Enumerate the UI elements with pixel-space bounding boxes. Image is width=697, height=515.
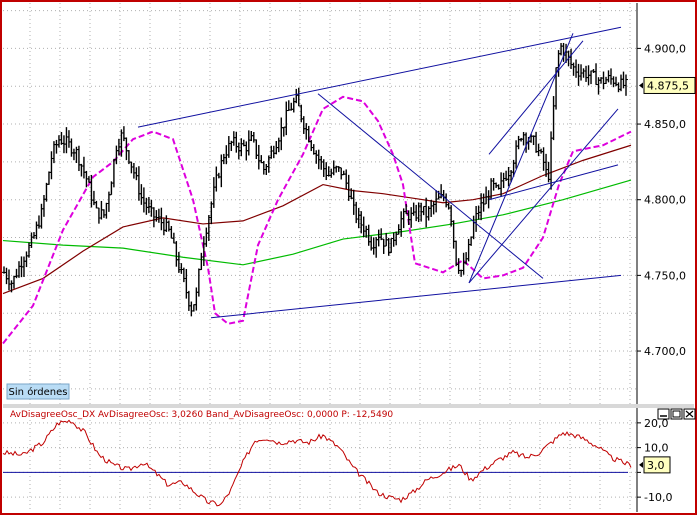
trendline[interactable] [488, 40, 584, 155]
panel-maximize-button[interactable] [670, 408, 683, 420]
moving-average-line [2, 179, 632, 266]
osc-axis-ticks: -10,0 10,0 20,0 [637, 417, 672, 504]
price-trendlines [137, 26, 622, 319]
price-tick-label: 4.750,0 [644, 269, 686, 282]
osc-plot-area [3, 408, 637, 512]
trendline[interactable] [468, 33, 574, 284]
price-axis-ticks: 4.700,0 4.750,0 4.800,0 4.850,0 4.900,0 [637, 42, 686, 358]
panel-close-button[interactable] [683, 408, 696, 420]
trendline[interactable] [137, 26, 622, 128]
price-last-arrow [639, 82, 643, 89]
price-last-box [643, 76, 696, 94]
panel-minimize-button[interactable] [657, 408, 670, 420]
price-bars [2, 42, 628, 317]
orders-badge[interactable]: Sin órdenes [6, 383, 70, 400]
trendline[interactable] [488, 164, 619, 201]
close-icon [685, 410, 694, 418]
price-moving-averages [2, 95, 632, 345]
price-grid [3, 3, 637, 404]
trendline[interactable] [210, 274, 622, 319]
price-tick-label: 4.850,0 [644, 118, 686, 131]
osc-last-arrow [639, 461, 643, 468]
orders-badge-box[interactable] [6, 383, 70, 400]
price-tick-label: 4.900,0 [644, 42, 686, 55]
osc-tick-label: 20,0 [644, 417, 669, 430]
osc-line [2, 419, 632, 507]
oscillator-panel: AvDisagreeOsc_DX AvDisagreeOsc: 3,0260 B… [2, 408, 696, 512]
osc-last-box [643, 456, 671, 474]
osc-last-label: 3,0 [647, 459, 665, 472]
trendline[interactable] [317, 93, 544, 279]
panel-splitter[interactable] [3, 404, 694, 408]
maximize-icon [672, 410, 681, 418]
moving-average-line [2, 144, 632, 295]
osc-tick-label: 10,0 [644, 442, 669, 455]
price-tick-label: 4.700,0 [644, 345, 686, 358]
price-last-value: 4.875,5 [639, 76, 696, 94]
price-plot-area [3, 3, 637, 404]
orders-badge-label: Sin órdenes [9, 386, 68, 398]
trendline[interactable] [468, 108, 619, 284]
price-tick-label: 4.800,0 [644, 194, 686, 207]
moving-average-dashed-line [2, 95, 632, 345]
price-panel: 4.700,0 4.750,0 4.800,0 4.850,0 4.900,0 4.87… [2, 3, 696, 404]
osc-title: AvDisagreeOsc_DX AvDisagreeOsc: 3,0260 B… [10, 410, 393, 420]
price-last-label: 4.875,5 [647, 79, 689, 92]
osc-last-value: 3,0 [639, 456, 671, 474]
osc-series-line [2, 419, 632, 507]
osc-tick-label: -10,0 [644, 491, 672, 504]
